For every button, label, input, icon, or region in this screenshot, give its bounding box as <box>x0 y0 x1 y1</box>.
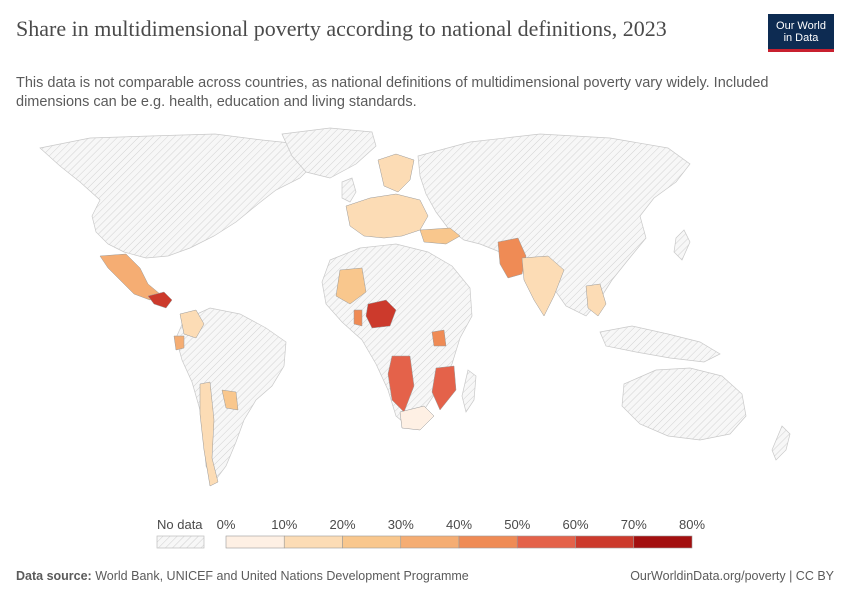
mexico-region <box>99 253 161 301</box>
legend-bin-6[interactable] <box>575 535 635 549</box>
afghanistan-pakistan-region <box>497 237 527 279</box>
legend-tick-4: 40% <box>446 517 472 532</box>
world-map <box>0 120 850 510</box>
legend-ticks: 0% 10% 20% 30% 40% 50% 60% 70% 80% <box>217 517 706 532</box>
legend-tick-6: 60% <box>562 517 588 532</box>
legend-bin-0[interactable] <box>225 535 285 549</box>
legend-bin-4[interactable] <box>458 535 518 549</box>
nigeria-region <box>365 299 397 329</box>
southeast-asia-islands <box>599 325 721 363</box>
credit-link[interactable]: OurWorldinData.org/poverty | CC BY <box>630 569 834 583</box>
paraguay-region <box>221 389 239 411</box>
legend-tick-7: 70% <box>621 517 647 532</box>
data-source: Data source: World Bank, UNICEF and Unit… <box>16 569 469 583</box>
legend-bin-5[interactable] <box>516 535 576 549</box>
europe-region <box>345 193 429 239</box>
ethiopia-region <box>431 329 447 347</box>
north-america-land <box>39 133 319 259</box>
legend-no-data-swatch[interactable] <box>156 535 205 549</box>
data-source-label: Data source: <box>16 569 92 583</box>
madagascar-land <box>461 369 477 413</box>
southeast-asia-region <box>585 283 607 317</box>
legend-tick-3: 30% <box>388 517 414 532</box>
uk-land <box>341 177 357 203</box>
south-africa-region <box>399 405 435 431</box>
world-map-svg <box>39 127 791 487</box>
countries-with-data <box>99 153 607 487</box>
legend-bin-2[interactable] <box>342 535 402 549</box>
data-source-text: World Bank, UNICEF and United Nations De… <box>95 569 469 583</box>
legend-bins <box>225 535 693 549</box>
legend-tick-5: 50% <box>504 517 530 532</box>
legend-tick-1: 10% <box>271 517 297 532</box>
andes-region <box>199 381 219 487</box>
logo-line-2: in Data <box>783 32 819 44</box>
japan-land <box>673 229 691 261</box>
india-region <box>521 255 565 317</box>
legend-tick-0: 0% <box>217 517 236 532</box>
legend-bin-7[interactable] <box>633 535 693 549</box>
mali-region <box>335 267 367 305</box>
legend-no-data-label: No data <box>157 517 203 532</box>
owid-logo[interactable]: Our World in Data <box>768 14 834 52</box>
turkey-region <box>419 227 461 245</box>
australia-land <box>621 367 747 441</box>
central-america-region <box>147 291 173 309</box>
logo-line-1: Our World <box>776 20 826 32</box>
west-africa-coast <box>353 309 363 327</box>
colombia-region <box>179 309 205 339</box>
legend-tick-8: 80% <box>679 517 705 532</box>
chart-title: Share in multidimensional poverty accord… <box>16 16 667 41</box>
greenland-land <box>281 127 377 179</box>
legend-tick-2: 20% <box>329 517 355 532</box>
scandinavia-region <box>377 153 415 193</box>
chart-subtitle: This data is not comparable across count… <box>16 75 769 110</box>
legend-bin-1[interactable] <box>283 535 343 549</box>
legend-bin-3[interactable] <box>400 535 460 549</box>
legend-svg: No data 0% 10% 20% 30% 40% 50% 60% 70% 80% <box>156 517 706 549</box>
legend: No data 0% 10% 20% 30% 40% 50% 60% 70% 80% <box>0 515 850 555</box>
mozambique-region <box>431 365 457 411</box>
ecuador-region <box>173 335 185 351</box>
new-zealand-land <box>771 425 791 461</box>
